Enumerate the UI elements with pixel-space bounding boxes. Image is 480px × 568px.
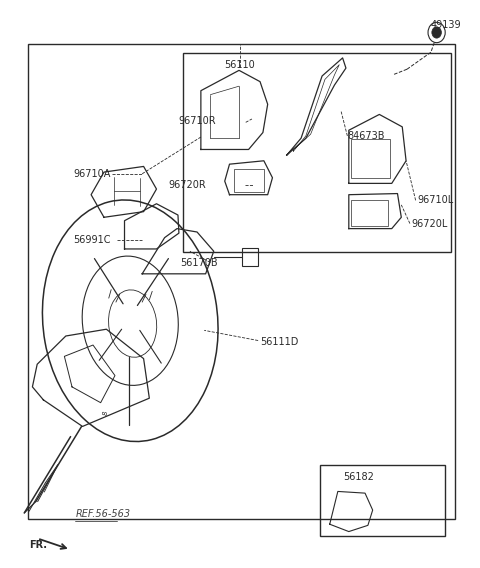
Text: 56110: 56110 [225, 60, 255, 70]
Bar [351, 201, 388, 226]
Circle shape [432, 27, 442, 38]
Text: 96720L: 96720L [412, 219, 448, 228]
Bar [28, 44, 455, 519]
Text: 49139: 49139 [431, 20, 461, 30]
Text: 96710L: 96710L [418, 195, 454, 206]
Text: 96710R: 96710R [179, 116, 216, 126]
Text: FR.: FR. [29, 540, 47, 550]
Bar [351, 139, 390, 178]
Text: 56111D: 56111D [260, 337, 299, 346]
Text: 84673B: 84673B [348, 131, 385, 141]
Text: 8: 8 [102, 411, 108, 415]
Bar [183, 53, 451, 252]
Text: 56182: 56182 [343, 473, 374, 482]
Text: REF.56-563: REF.56-563 [75, 509, 131, 519]
Text: 56991C: 56991C [73, 235, 110, 245]
Text: 56170B: 56170B [180, 257, 218, 268]
Text: 96720R: 96720R [169, 180, 206, 190]
Text: 96710A: 96710A [73, 169, 110, 179]
Bar [242, 248, 258, 266]
Bar [234, 169, 264, 192]
Bar [320, 465, 445, 536]
